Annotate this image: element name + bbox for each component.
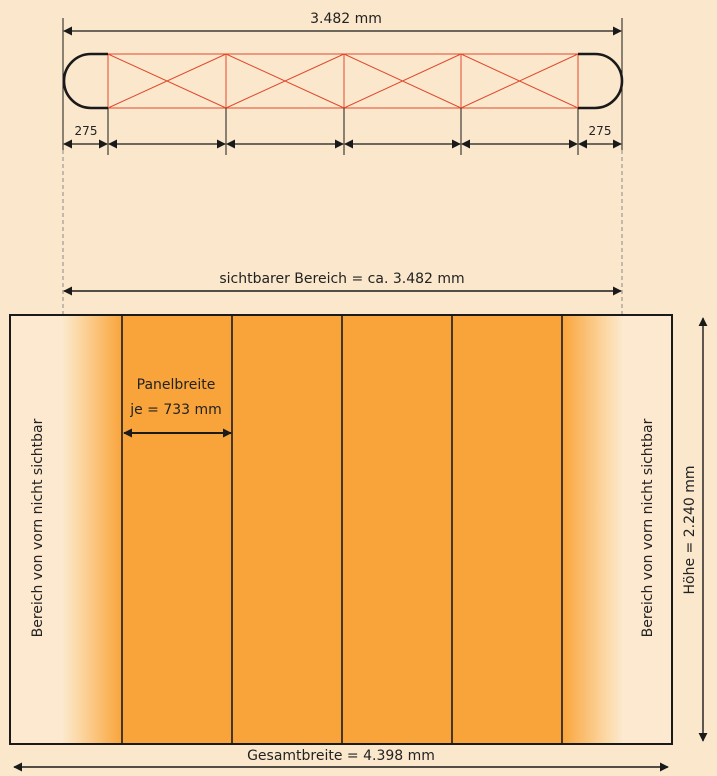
truss-pattern (107, 53, 579, 109)
panel-4 (452, 315, 562, 744)
panel-3 (342, 315, 452, 744)
screen-hidden-area-left (10, 315, 64, 744)
top-left-end-label: 275 (75, 124, 98, 138)
panel-fade-left (63, 315, 122, 744)
panel-2 (232, 315, 342, 744)
panel-1 (122, 315, 232, 744)
hidden-area-right-label: Bereich von vorn nicht sichtbar (640, 418, 656, 637)
top-view: 3.482 mm 275 (62, 11, 624, 155)
top-overall-label: 3.482 mm (310, 11, 382, 27)
truss-outline (62, 52, 624, 110)
front-view: sichtbarer Bereich = ca. 3.482 mm Panelb… (9, 271, 708, 772)
screen-hidden-area-right (622, 315, 672, 744)
panel-width-label-line2: je = 733 mm (129, 402, 222, 418)
visible-area-label: sichtbarer Bereich = ca. 3.482 mm (219, 271, 464, 287)
top-right-end-label: 275 (589, 124, 612, 138)
panel-width-label-line1: Panelbreite (137, 377, 216, 393)
hidden-area-left-label: Bereich von vorn nicht sichtbar (30, 418, 46, 637)
total-width-label: Gesamtbreite = 4.398 mm (247, 748, 435, 764)
screen-outline (9, 314, 673, 745)
height-label: Höhe = 2.240 mm (682, 465, 698, 594)
panel-fade-right (562, 315, 622, 744)
